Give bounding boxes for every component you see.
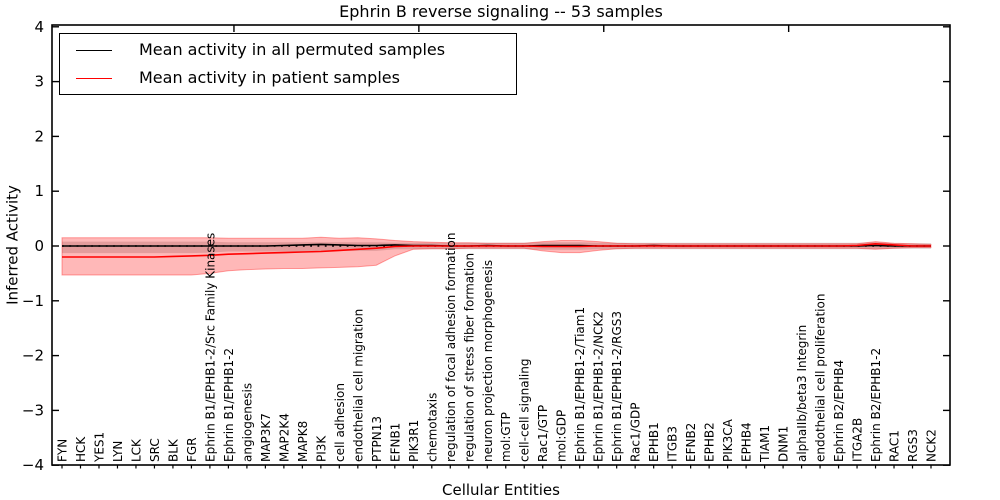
- x-tick-label: neuron projection morphogenesis: [481, 260, 495, 462]
- x-tick-label: PTPN13: [370, 416, 384, 462]
- x-tick-label: cell-cell signaling: [518, 359, 532, 463]
- y-tick-label: 3: [34, 73, 44, 91]
- x-tick-label: Ephrin B1/EPHB1-2/NCK2: [592, 311, 606, 462]
- y-tick-label: 1: [34, 182, 44, 200]
- legend-label: Mean activity in all permuted samples: [139, 40, 446, 60]
- legend-item-permuted: Mean activity in all permuted samples: [76, 40, 516, 59]
- x-tick-label: ITGB3: [666, 426, 680, 462]
- x-tick-label: Ephrin B1/EPHB1-2/RGS3: [610, 311, 624, 462]
- patient-mean-line: [62, 242, 931, 258]
- x-tick-label: NCK2: [925, 429, 939, 462]
- x-axis-label: Cellular Entities: [442, 481, 560, 499]
- x-tick-label: PIK3CA: [721, 418, 735, 462]
- x-tick-label: alphaIIb/beta3 Integrin: [795, 325, 809, 462]
- x-tick-label: TIAM1: [758, 425, 772, 463]
- x-tick-label: Rac1/GDP: [629, 403, 643, 462]
- legend-label: Mean activity in patient samples: [139, 68, 400, 88]
- x-tick-label: EFNB1: [388, 423, 402, 462]
- x-tick-label: MAP2K4: [277, 413, 291, 462]
- x-tick-label: DNM1: [777, 426, 791, 462]
- x-tick-label: cell adhesion: [333, 383, 347, 462]
- x-tick-label: regulation of focal adhesion formation: [444, 233, 458, 462]
- x-tick-label: RGS3: [906, 429, 920, 462]
- x-tick-label: Ephrin B1/EPHB1-2/Tiam1: [573, 307, 587, 462]
- chart-title: Ephrin B reverse signaling -- 53 samples: [339, 2, 663, 21]
- x-tick-label: mol:GDP: [555, 410, 569, 462]
- x-tick-label: endothelial cell proliferation: [814, 294, 828, 462]
- y-tick-label: 4: [34, 18, 44, 36]
- x-tick-label: SRC: [148, 438, 162, 462]
- x-tick-label: EPHB1: [647, 422, 661, 462]
- x-tick-label: LCK: [129, 438, 143, 462]
- legend: Mean activity in all permuted samples Me…: [59, 33, 517, 95]
- x-tick-label: FGR: [185, 437, 199, 462]
- y-tick-label: −3: [22, 401, 44, 419]
- y-tick-label: −4: [22, 456, 44, 474]
- y-tick-label: 0: [34, 237, 44, 255]
- x-tick-label: Ephrin B2/EPHB4: [832, 360, 846, 462]
- x-tick-label: EPHB2: [703, 422, 717, 462]
- y-axis-label: Inferred Activity: [3, 185, 22, 305]
- x-tick-label: ITGA2B: [851, 418, 865, 462]
- plot-frame: [51, 24, 951, 466]
- x-tick-label: Ephrin B2/EPHB1-2: [869, 348, 883, 462]
- x-tick-label: angiogenesis: [240, 383, 254, 462]
- y-tick-label: −2: [22, 347, 44, 365]
- x-tick-label: mol:GTP: [499, 412, 513, 462]
- x-tick-label: Rac1/GTP: [536, 405, 550, 462]
- legend-line-sample-red: [76, 77, 112, 79]
- x-tick-label: BLK: [166, 438, 180, 462]
- x-tick-label: EFNB2: [684, 423, 698, 462]
- legend-item-patient: Mean activity in patient samples: [76, 68, 516, 87]
- x-tick-label: Ephrin B1/EPHB1-2: [222, 348, 236, 462]
- x-tick-label: HCK: [74, 436, 88, 462]
- x-tick-label: PIK3R1: [407, 420, 421, 462]
- x-tick-label: Ephrin B1/EPHB1-2/Src Family Kinases: [203, 233, 217, 462]
- x-tick-label: FYN: [56, 439, 70, 462]
- y-tick-label: −1: [22, 292, 44, 310]
- permuted-band: [62, 241, 931, 254]
- x-tick-label: RAC1: [888, 430, 902, 462]
- x-tick-label: regulation of stress fiber formation: [462, 253, 476, 462]
- x-tick-label: MAPK8: [296, 421, 310, 462]
- x-tick-label: LYN: [111, 441, 125, 462]
- x-tick-label: chemotaxis: [425, 393, 439, 462]
- y-tick-label: 2: [34, 127, 44, 145]
- x-tick-label: PI3K: [314, 435, 328, 462]
- x-tick-label: YES1: [92, 432, 106, 463]
- x-tick-label: MAP3K7: [259, 413, 273, 462]
- x-tick-label: EPHB4: [740, 422, 754, 462]
- legend-line-sample-black: [76, 49, 112, 51]
- x-tick-label: endothelial cell migration: [351, 309, 365, 462]
